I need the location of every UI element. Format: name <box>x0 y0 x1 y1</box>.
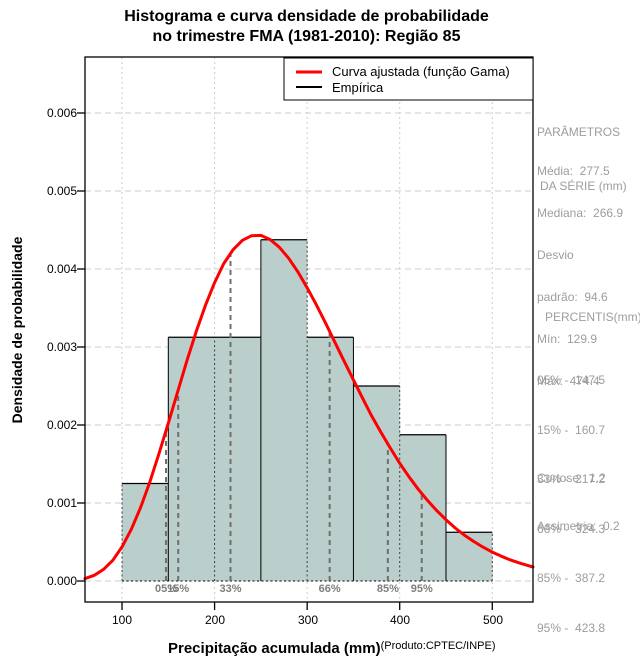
series-parameters-header-line1: PARÂMETROS <box>537 125 621 139</box>
y-tick-label: 0.001 <box>46 496 77 510</box>
stat-padrao: padrão: 94.6 <box>537 290 608 304</box>
histogram-bar <box>399 434 446 581</box>
stat-desvio: Desvio <box>537 248 574 262</box>
x-axis-title: Precipitação acumulada (mm)(Produto:CPTE… <box>168 640 496 657</box>
percentil-15: 15% - 160.7 <box>537 422 606 437</box>
percentis-list: 05% - 147.5 15% - 160.7 33% - 217.2 66% … <box>537 339 639 660</box>
percentil-95: 95% - 423.8 <box>537 620 606 635</box>
histogram-outline <box>121 239 493 582</box>
histogram-bar <box>445 532 493 581</box>
series-parameters-header-line2: DA SÉRIE (mm) <box>540 179 627 193</box>
stat-mediana: Mediana: 266.9 <box>537 206 624 220</box>
percentil-33: 33% - 217.2 <box>537 472 606 486</box>
x-tick-label: 400 <box>389 613 411 627</box>
x-axis-title-text: Precipitação acumulada (mm) <box>168 640 381 657</box>
legend-box <box>283 57 534 101</box>
axis-ticks <box>77 112 493 610</box>
percentile-labels-row: 05% 15% 33% 66% 85% 95% <box>0 583 640 597</box>
percentil-85: 85% - 387.2 <box>537 571 606 585</box>
histogram-bars <box>122 239 493 581</box>
percentile-label-66: 66% <box>318 583 341 595</box>
x-tick-label: 100 <box>111 613 133 627</box>
y-tick-label: 0.004 <box>46 262 77 276</box>
y-tick-label: 0.000 <box>46 574 77 588</box>
x-tick-label: 500 <box>482 613 504 627</box>
percentile-label-85: 85% <box>376 583 399 595</box>
assimetria-value: Assimetria: 0.2 <box>537 519 620 533</box>
x-tick-label: 200 <box>204 613 226 627</box>
percentile-label-15: 15% <box>167 583 190 595</box>
legend-label-empirical: Empírica <box>332 80 384 95</box>
histogram-bar <box>260 239 308 581</box>
x-axis-source-note: (Produto:CPTEC/INPE) <box>380 640 496 652</box>
legend-label-gamma-curve: Curva ajustada (função Gama) <box>332 64 510 79</box>
distribution-moments: Curtose: 1.2 Assimetria: 0.2 <box>537 438 639 566</box>
percentis-header: PERCENTIS(mm) <box>545 310 640 324</box>
plot-border <box>84 56 534 603</box>
percentil-05: 05% - 147.5 <box>537 373 606 387</box>
x-tick-label: 300 <box>297 613 319 627</box>
curtose-value: Curtose: 1.2 <box>537 471 606 485</box>
series-parameters-header: PARÂMETROS DA SÉRIE (mm) <box>537 87 639 231</box>
histogram-bar <box>214 337 261 581</box>
stat-max: Máx: 474.4 <box>537 374 600 388</box>
chart-title-line1: Histograma e curva densidade de probabil… <box>124 8 489 25</box>
percentile-label-05: 05% <box>154 583 177 595</box>
chart-title-line2: no trimestre FMA (1981-2010): Região 85 <box>152 28 461 45</box>
percentile-label-95: 95% <box>410 583 433 595</box>
y-tick-label: 0.005 <box>46 184 77 198</box>
y-tick-label: 0.003 <box>46 340 77 354</box>
percentile-label-33: 33% <box>219 583 242 595</box>
y-tick-label: 0.002 <box>46 418 77 432</box>
percentil-66: 66% - 324.3 <box>537 521 606 536</box>
series-statistics: Média: 277.5 Mediana: 266.9 Desvio padrã… <box>537 136 639 416</box>
histogram-bar <box>168 337 215 581</box>
y-tick-label: 0.006 <box>46 106 77 120</box>
gamma-density-curve <box>83 233 535 581</box>
stat-min: Mín: 129.9 <box>537 332 598 346</box>
histogram-bar <box>353 386 400 581</box>
stat-media: Média: 277.5 <box>537 164 610 178</box>
y-axis-title: Densidade de probabilidade <box>9 236 25 424</box>
percentile-lines <box>164 253 423 581</box>
